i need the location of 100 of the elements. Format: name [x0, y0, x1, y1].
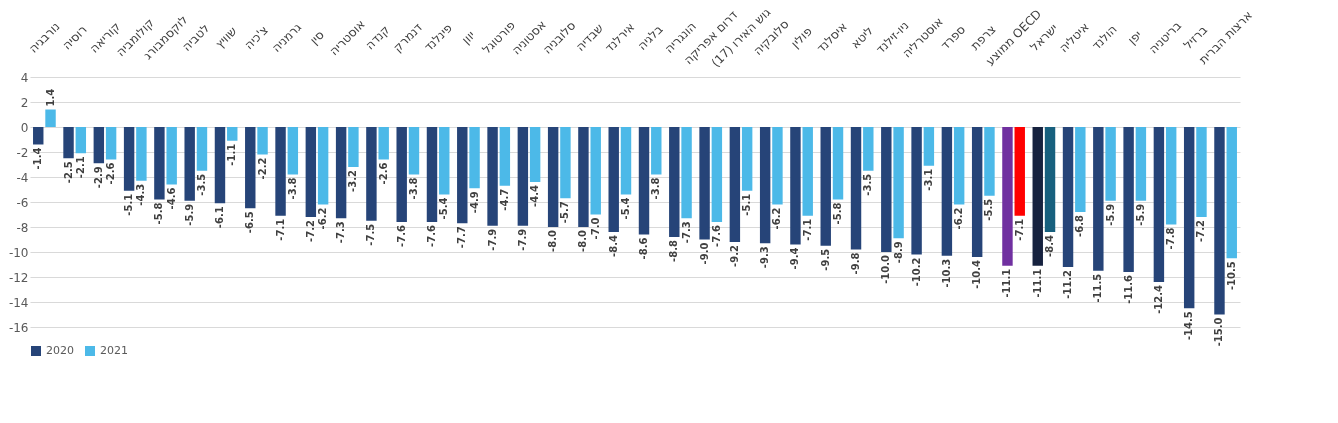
data-label: -6.8 [1074, 214, 1086, 237]
data-label: -10.4 [971, 259, 983, 289]
data-label: -6.5 [244, 211, 256, 234]
data-label: -3.8 [407, 177, 419, 200]
data-label: -4.4 [529, 184, 541, 207]
y-tick-label: 0 [20, 120, 29, 135]
data-label: -6.2 [771, 207, 783, 230]
data-label: -14.5 [1183, 311, 1195, 341]
data-label: -9.4 [789, 247, 801, 270]
x-tick-label: צ'כיה [241, 22, 271, 53]
x-tick-label: איסלנד [813, 19, 850, 56]
data-label: -10.2 [910, 257, 922, 287]
data-label: -5.9 [1104, 203, 1116, 226]
data-label: -7.6 [425, 224, 437, 247]
data-label: -7.6 [395, 224, 407, 247]
data-label: -4.9 [468, 191, 480, 214]
data-label: -8.6 [638, 237, 649, 260]
x-tick-label: פולין [788, 24, 815, 51]
data-label: -6.2 [317, 207, 329, 230]
x-tick-label: הולנד [1089, 22, 1120, 53]
x-tick-label: גרמניה [269, 20, 305, 55]
y-tick-label: -6 [16, 195, 29, 210]
data-label: -2.2 [256, 157, 268, 180]
data-label: -2.9 [92, 166, 104, 189]
data-label: -4.6 [165, 187, 177, 210]
data-label: -11.1 [1001, 268, 1013, 298]
data-label: -2.6 [105, 162, 117, 185]
data-label: -7.8 [1165, 227, 1177, 250]
data-label: -10.5 [1225, 261, 1237, 291]
data-label: -5.5 [983, 198, 995, 221]
data-label: -7.7 [456, 226, 468, 249]
data-label: -12.4 [1152, 284, 1164, 314]
data-label: -7.2 [1195, 219, 1207, 242]
data-label: -3.1 [922, 168, 934, 191]
data-label: -8.8 [668, 239, 680, 262]
y-tick-label: -14 [8, 295, 29, 310]
data-label: -7.1 [801, 218, 813, 241]
data-label: -4.7 [498, 188, 510, 211]
data-label: -7.3 [680, 221, 692, 244]
data-label: -11.1 [1031, 268, 1043, 298]
data-label: -7.1 [1013, 218, 1025, 241]
data-label: -7.2 [304, 219, 316, 242]
data-label: -5.1 [123, 193, 135, 216]
data-label: -1.4 [32, 147, 44, 170]
data-label: -10.0 [880, 254, 892, 284]
data-label: -5.1 [741, 193, 753, 216]
data-label: -15.0 [1213, 317, 1225, 347]
data-label: -8.4 [1044, 234, 1056, 257]
data-label: -8.9 [892, 241, 904, 264]
data-label: -2.1 [74, 156, 86, 179]
data-label: -8.0 [547, 229, 559, 252]
data-label: -7.3 [335, 221, 347, 244]
data-label: -7.6 [710, 224, 722, 247]
y-tick-label: 2 [20, 95, 29, 110]
y-tick-label: -2 [16, 145, 29, 160]
data-label: -11.5 [1092, 273, 1104, 303]
data-label: -8.0 [577, 229, 589, 252]
x-tick-label: בריטניה [1146, 18, 1184, 57]
data-label: -9.3 [759, 246, 771, 269]
data-label: -3.5 [195, 173, 207, 196]
data-label: -7.9 [516, 228, 528, 251]
data-label: -11.2 [1062, 269, 1074, 299]
data-label: -9.2 [728, 244, 740, 267]
data-label: -7.1 [274, 218, 286, 241]
data-label: -8.4 [607, 234, 619, 257]
legend-label: 2021 [100, 344, 128, 357]
x-tick-label: שוויץ [212, 23, 240, 52]
data-label: -5.9 [1134, 203, 1146, 226]
y-tick-label: -10 [8, 245, 29, 260]
data-label: -7.0 [589, 217, 601, 240]
data-label: -7.9 [486, 228, 498, 251]
data-label: -3.8 [286, 177, 298, 200]
data-label: -5.4 [438, 197, 450, 220]
data-label: -3.2 [347, 169, 359, 192]
x-tick-label: אוסטריה [326, 16, 368, 59]
legend-label: 2020 [46, 344, 74, 357]
x-tick-label: יוון [459, 28, 478, 47]
data-label: -5.8 [153, 202, 165, 225]
y-tick-label: 4 [20, 70, 29, 85]
data-label: -3.5 [862, 173, 874, 196]
data-label: -9.0 [698, 242, 710, 265]
data-label: -11.6 [1122, 274, 1134, 304]
data-label: -5.9 [183, 203, 195, 226]
x-tick-label: סין [307, 27, 327, 48]
x-tick-label: ליטא [848, 23, 877, 52]
y-tick-label: -8 [16, 220, 29, 235]
x-tick-label: איטליה [1056, 19, 1092, 56]
x-tick-label: יפן [1125, 27, 1145, 48]
data-label: -6.1 [213, 206, 225, 229]
y-tick-label: -12 [8, 270, 29, 285]
data-label: -3.8 [650, 177, 662, 200]
data-label: -6.2 [953, 207, 965, 230]
data-label: -5.7 [559, 201, 571, 224]
data-label: -7.5 [365, 223, 377, 246]
data-label: -4.3 [135, 183, 147, 206]
data-label: -5.8 [832, 202, 844, 225]
data-label: -10.3 [940, 258, 952, 288]
data-label: -2.6 [377, 162, 389, 185]
data-label: -5.4 [620, 197, 631, 220]
data-label: -9.5 [819, 248, 831, 271]
